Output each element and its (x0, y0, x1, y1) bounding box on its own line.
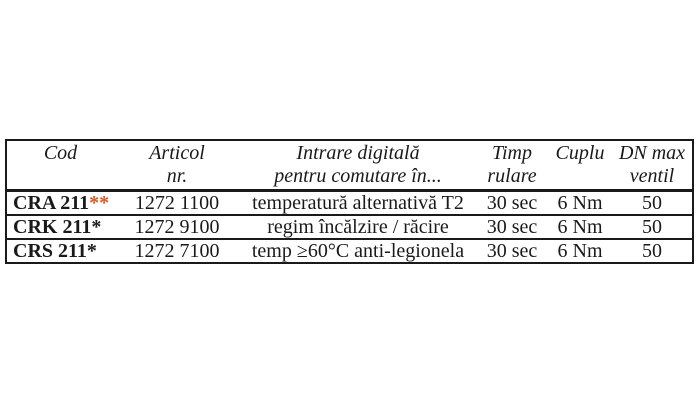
cell-cuplu: 6 Nm (557, 192, 603, 214)
cell-cod: CRA 211** (6, 191, 114, 216)
cell-cod: CRK 211* (6, 215, 114, 239)
header-label: Timp (491, 142, 533, 164)
cell-dn-max: 50 (642, 192, 662, 214)
cell-cuplu: 6 Nm (557, 240, 603, 262)
cell-intrare: temperatură alternativă T2 (252, 192, 464, 214)
column-header-intrare-digitala: Intrare digitală pentru comutare în... (240, 140, 476, 191)
table-row-crs-211: CRS 211* 1272 7100 temp ≥60°C anti-legio… (6, 239, 693, 263)
cell-timp: 30 sec (486, 192, 538, 214)
product-code: CRK 211 (13, 216, 92, 238)
header-label: DN max (618, 142, 686, 164)
column-header-dn-max-ventil: DN max ventil (612, 140, 693, 191)
footnote-marker: * (86, 240, 97, 262)
table-body: CRA 211** 1272 1100 temperatură alternat… (6, 191, 693, 263)
column-header-cuplu: Cuplu (548, 140, 612, 191)
header-sublabel: pentru comutare în... (274, 165, 442, 187)
header-label: Cuplu (555, 142, 605, 164)
header-sublabel: rulare (487, 165, 537, 187)
product-spec-table: Cod Articol nr. Intrare digitală pentru … (5, 139, 694, 264)
cell-timp: 30 sec (486, 240, 538, 262)
table-row-cra-211: CRA 211** 1272 1100 temperatură alternat… (6, 191, 693, 216)
table-row-crk-211: CRK 211* 1272 9100 regim încălzire / răc… (6, 215, 693, 239)
cell-intrare: temp ≥60°C anti-legionela (251, 240, 465, 262)
cell-timp: 30 sec (486, 216, 538, 238)
cell-cod: CRS 211* (6, 239, 114, 263)
header-sublabel: nr. (166, 165, 188, 187)
header-row: Cod Articol nr. Intrare digitală pentru … (6, 140, 693, 191)
column-header-articol: Articol nr. (114, 140, 240, 191)
cell-cuplu: 6 Nm (557, 216, 603, 238)
cell-articol: 1272 9100 (134, 216, 220, 238)
table-header: Cod Articol nr. Intrare digitală pentru … (6, 140, 693, 191)
cell-intrare: regim încălzire / răcire (267, 216, 449, 238)
footnote-marker: ** (89, 192, 110, 214)
column-header-timp-rulare: Timp rulare (476, 140, 548, 191)
header-label: Cod (43, 142, 78, 164)
cell-dn-max: 50 (642, 216, 662, 238)
column-header-cod: Cod (6, 140, 114, 191)
header-sublabel: ventil (629, 165, 675, 187)
cell-articol: 1272 1100 (134, 192, 220, 214)
cell-dn-max: 50 (642, 240, 662, 262)
footnote-marker: * (91, 216, 102, 238)
header-label: Articol (149, 142, 205, 164)
product-code: CRS 211 (13, 240, 87, 262)
header-label: Intrare digitală (296, 142, 420, 164)
cell-articol: 1272 7100 (134, 240, 220, 262)
product-code: CRA 211 (13, 192, 90, 214)
